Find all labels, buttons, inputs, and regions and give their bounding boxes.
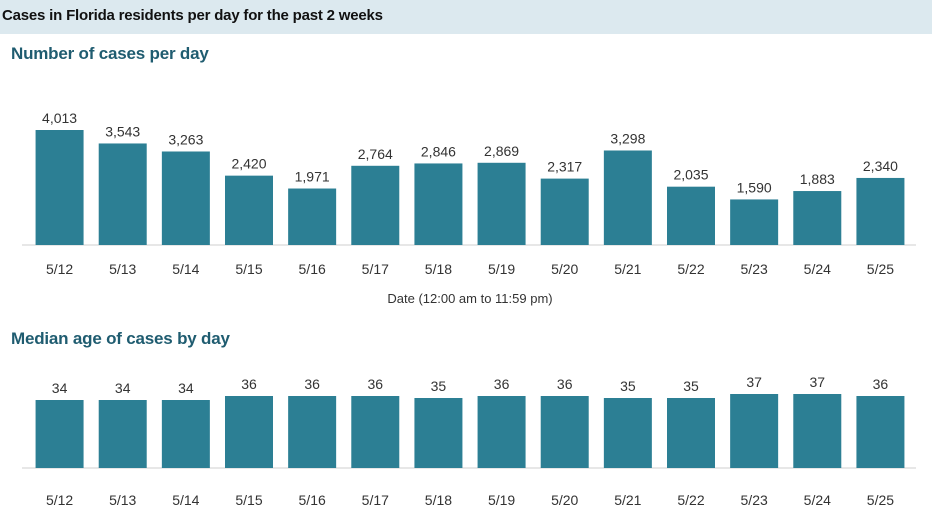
- data-label: 1,590: [737, 179, 772, 195]
- x-tick-label: 5/21: [614, 492, 641, 508]
- data-label: 3,298: [610, 130, 645, 146]
- bar-5/17: [351, 165, 400, 245]
- bar-5/22: [667, 186, 715, 245]
- data-label: 37: [809, 374, 825, 390]
- x-tick-label: 5/17: [362, 492, 389, 508]
- bar-5/21: [603, 398, 652, 468]
- bar-5/16: [288, 188, 337, 245]
- data-label: 36: [304, 376, 320, 392]
- data-label: 35: [683, 378, 699, 394]
- bar-5/25: [856, 177, 905, 245]
- cases-chart-title: Number of cases per day: [11, 44, 209, 63]
- bar-5/18: [414, 163, 463, 245]
- data-label: 35: [620, 378, 636, 394]
- x-tick-label: 5/15: [235, 492, 262, 508]
- data-label: 4,013: [42, 110, 77, 126]
- x-tick-label: 5/23: [741, 261, 768, 277]
- x-tick-label: 5/19: [488, 492, 515, 508]
- x-tick-label: 5/21: [614, 261, 641, 277]
- x-tick-label: 5/24: [804, 492, 831, 508]
- bar-5/17: [351, 396, 400, 468]
- x-tick-label: 5/15: [235, 261, 262, 277]
- data-label: 3,263: [168, 131, 203, 147]
- page-title: Cases in Florida residents per day for t…: [2, 7, 383, 24]
- cases-per-day-chart: 4,013 5/12 3,543 5/13 3,263 5/14 2,420 5/15 1,97…: [22, 110, 916, 306]
- data-label: 1,883: [800, 171, 835, 187]
- data-label: 36: [241, 376, 257, 392]
- x-tick-label: 5/17: [362, 261, 389, 277]
- x-tick-label: 5/12: [46, 492, 73, 508]
- data-label: 2,340: [863, 158, 898, 174]
- data-label: 2,764: [358, 146, 393, 162]
- bar-5/14: [161, 151, 210, 245]
- bar-5/12: [35, 400, 84, 468]
- data-label: 37: [746, 374, 762, 390]
- bar-5/23: [730, 394, 779, 468]
- x-tick-label: 5/23: [741, 492, 768, 508]
- bar-5/15: [225, 175, 273, 245]
- data-label: 36: [494, 376, 510, 392]
- x-tick-label: 5/22: [677, 261, 704, 277]
- data-label: 2,035: [673, 167, 708, 183]
- x-tick-label: 5/14: [172, 492, 199, 508]
- bar-5/20: [540, 178, 589, 245]
- data-label: 34: [115, 380, 131, 396]
- data-label: 36: [367, 376, 383, 392]
- data-label: 2,317: [547, 159, 582, 175]
- x-tick-label: 5/13: [109, 261, 136, 277]
- age-chart-title: Median age of cases by day: [11, 329, 230, 348]
- bar-5/14: [161, 400, 210, 468]
- bar-5/13: [98, 143, 147, 245]
- x-tick-label: 5/16: [299, 261, 326, 277]
- bar-5/15: [225, 396, 273, 468]
- x-tick-label: 5/19: [488, 261, 515, 277]
- x-tick-label: 5/25: [867, 492, 894, 508]
- bar-5/21: [603, 150, 652, 245]
- data-label: 2,869: [484, 143, 519, 159]
- x-tick-label: 5/22: [677, 492, 704, 508]
- data-label: 2,846: [421, 143, 456, 159]
- bar-5/22: [667, 398, 715, 468]
- bar-5/12: [35, 130, 84, 245]
- bar-5/25: [856, 396, 905, 468]
- x-tick-label: 5/16: [299, 492, 326, 508]
- data-label: 3,543: [105, 123, 140, 139]
- data-label: 34: [52, 380, 68, 396]
- x-tick-label: 5/20: [551, 261, 578, 277]
- x-tick-label: 5/12: [46, 261, 73, 277]
- data-label: 1,971: [295, 169, 330, 185]
- bar-5/20: [540, 396, 589, 468]
- x-tick-label: 5/18: [425, 492, 452, 508]
- data-label: 36: [557, 376, 573, 392]
- bar-5/24: [793, 394, 842, 468]
- bar-5/18: [414, 398, 463, 468]
- x-tick-label: 5/13: [109, 492, 136, 508]
- header-bar: [0, 0, 932, 34]
- bar-5/16: [288, 396, 337, 468]
- x-axis-title: Date (12:00 am to 11:59 pm): [387, 291, 552, 306]
- x-tick-label: 5/20: [551, 492, 578, 508]
- bar-5/13: [98, 400, 147, 468]
- bar-5/23: [730, 199, 779, 245]
- bar-5/24: [793, 191, 842, 245]
- x-tick-label: 5/14: [172, 261, 199, 277]
- x-tick-label: 5/25: [867, 261, 894, 277]
- data-label: 2,420: [231, 156, 266, 172]
- bar-5/19: [477, 162, 526, 245]
- data-label: 36: [873, 376, 889, 392]
- data-label: 35: [431, 378, 447, 394]
- data-label: 34: [178, 380, 194, 396]
- x-tick-label: 5/24: [804, 261, 831, 277]
- x-tick-label: 5/18: [425, 261, 452, 277]
- bar-5/19: [477, 396, 526, 468]
